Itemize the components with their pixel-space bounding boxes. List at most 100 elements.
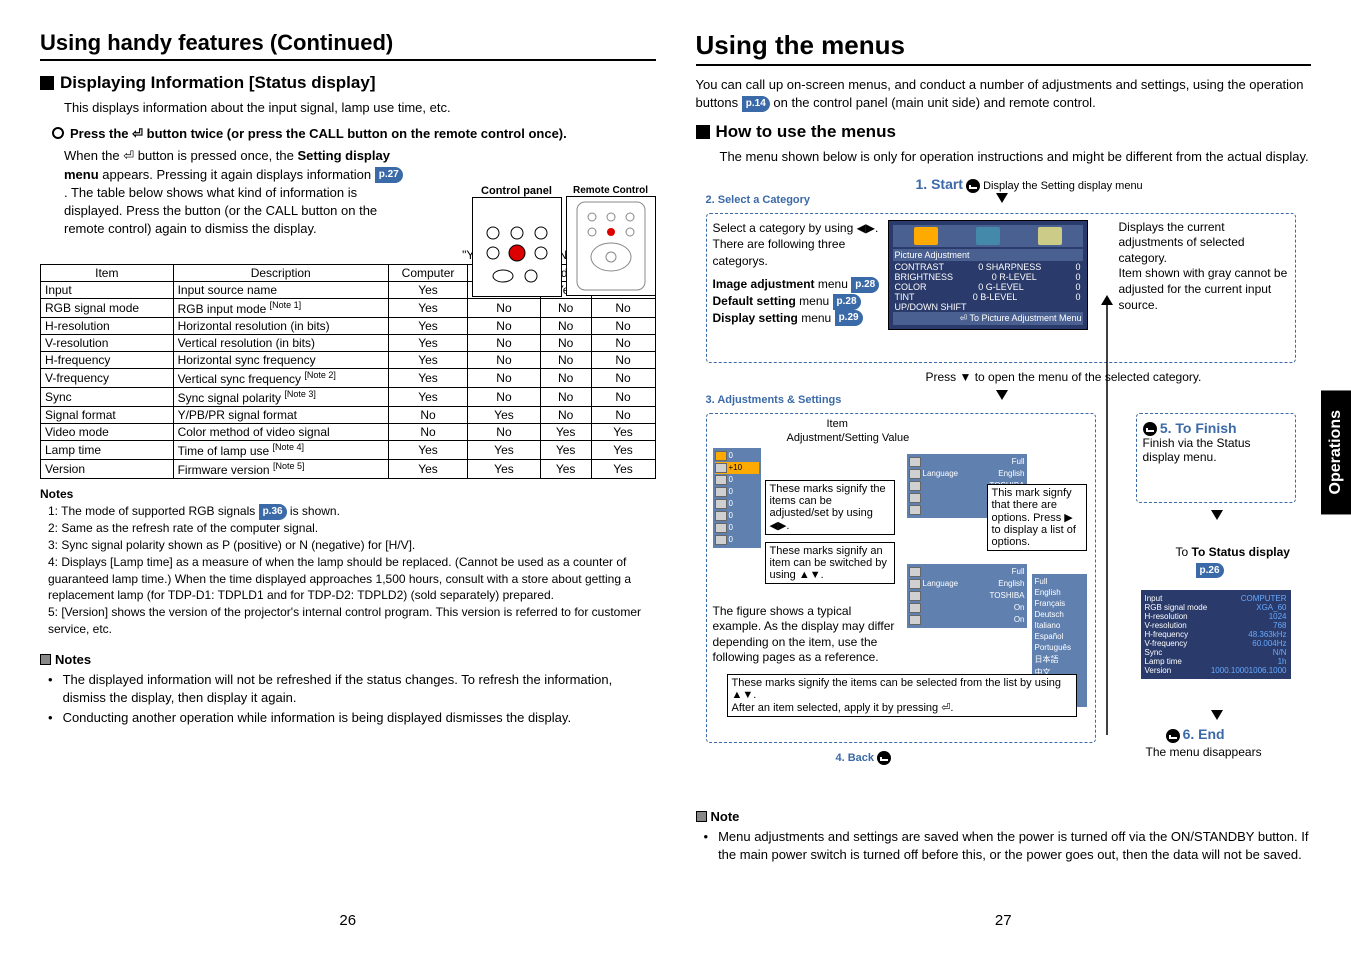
item-label: Item (827, 418, 848, 430)
table-cell: RGB input mode [Note 1] (173, 299, 388, 318)
table-cell: H-frequency (41, 352, 174, 369)
table-row: H-frequencyHorizontal sync frequencyYesN… (41, 352, 656, 369)
gray-item-text: Item shown with gray cannot be adjusted … (1119, 266, 1289, 313)
arrow-up-icon (1101, 295, 1113, 305)
table-cell: Yes (540, 460, 591, 479)
table-cell: No (591, 388, 655, 407)
step-2-label: 2. Select a Category (706, 193, 811, 207)
table-cell: No (540, 335, 591, 352)
press-open-text: Press ▼ to open the menu of the selected… (926, 370, 1202, 386)
gray-box-icon (40, 654, 51, 665)
table-cell: No (540, 318, 591, 335)
table-cell: Color method of video signal (173, 424, 388, 441)
table-cell: Input (41, 282, 174, 299)
table-cell: Yes (591, 460, 655, 479)
right-title: Using the menus (696, 30, 1312, 66)
table-cell: Yes (591, 441, 655, 460)
table-cell: RGB signal mode (41, 299, 174, 318)
table-cell: Time of lamp use [Note 4] (173, 441, 388, 460)
table-cell: Sync signal polarity [Note 3] (173, 388, 388, 407)
select-category-text: Select a category by using ◀▶. (713, 220, 888, 237)
option-row: Full (909, 456, 1025, 468)
page-ref-14: p.14 (742, 96, 770, 112)
page-ref-36: p.36 (259, 504, 287, 520)
page-ref-28a: p.28 (851, 277, 879, 293)
table-cell: V-resolution (41, 335, 174, 352)
vertical-line (1101, 305, 1113, 735)
subsection-heading: Displaying Information [Status display] (60, 73, 375, 93)
instruction-row: Press the ⏎ button twice (or press the C… (52, 125, 656, 143)
tab-icon-1 (914, 227, 938, 245)
marks-lr-text: These marks signify the items can be adj… (765, 480, 895, 535)
step-3-box: Item Adjustment/Setting Value 0 +10 0 0 … (706, 413, 1096, 743)
control-panel-icon (473, 198, 561, 296)
adj-value-label: Adjustment/Setting Value (787, 432, 910, 444)
table-cell: Yes (388, 335, 467, 352)
note-4: 4: Displays [Lamp time] as a measure of … (48, 554, 656, 604)
step-5-heading: 5. To Finish (1143, 420, 1289, 437)
option-row: On (909, 602, 1025, 614)
displays-current-text: Displays the current adjustments of sele… (1119, 220, 1289, 267)
control-panel-label: Control panel (472, 185, 562, 197)
table-cell: Yes (468, 407, 541, 424)
remote-label: Remote Control (566, 185, 656, 196)
table-row: V-frequencyVertical sync frequency [Note… (41, 369, 656, 388)
control-panel-diagrams: Control panel Remote Control (472, 185, 656, 297)
table-cell: No (540, 299, 591, 318)
notes2-item-1: The displayed information will not be re… (48, 671, 656, 707)
arrow-down-icon (1211, 510, 1223, 520)
table-cell: No (468, 424, 541, 441)
page-number-right: 27 (995, 912, 1012, 929)
menu-sim-title: Picture Adjustment (893, 249, 1083, 261)
table-cell: Video mode (41, 424, 174, 441)
table-cell: Yes (540, 424, 591, 441)
when-pressed-text: When the ⏎ button is pressed once, the S… (64, 147, 404, 238)
table-cell: Vertical sync frequency [Note 2] (173, 369, 388, 388)
note-text: Menu adjustments and settings are saved … (704, 828, 1312, 864)
menu-sim-row: COLOR0 G-LEVEL0 (893, 282, 1083, 292)
table-cell: No (591, 407, 655, 424)
table-header: Item (41, 265, 174, 282)
left-page: Using handy features (Continued) Display… (40, 30, 656, 934)
table-cell: No (540, 388, 591, 407)
notes-box-heading: Notes (40, 652, 656, 667)
status-sim-row: V-resolution768 (1145, 621, 1287, 630)
table-cell: Firmware version [Note 5] (173, 460, 388, 479)
lang-option: Français (1034, 598, 1085, 609)
table-cell: No (540, 352, 591, 369)
circle-bullet-icon (52, 127, 64, 139)
lang-option: English (1034, 587, 1085, 598)
step-1: 1. Start Display the Setting display men… (916, 175, 1143, 193)
menu-default: Default setting menu p.28 (713, 293, 888, 310)
left-title: Using handy features (Continued) (40, 30, 656, 61)
lang-option: Português (1034, 642, 1085, 653)
table-cell: No (540, 369, 591, 388)
status-sim-row: SyncN/N (1145, 648, 1287, 657)
enter-icon (1143, 422, 1157, 436)
table-cell: No (388, 424, 467, 441)
menu-sim-row: CONTRAST0 SHARPNESS0 (893, 262, 1083, 272)
page-ref-26-wrap: p.26 (1196, 563, 1224, 578)
lang-option: 日本語 (1034, 653, 1085, 666)
table-cell: No (468, 352, 541, 369)
page-number-left: 26 (339, 912, 356, 929)
option-row: LanguageEnglish (909, 578, 1025, 590)
option-row: LanguageEnglish (909, 468, 1025, 480)
options-text: This mark signfy that there are options.… (987, 484, 1087, 551)
menu-sim-tabs (893, 225, 1083, 247)
table-cell: Yes (388, 369, 467, 388)
notes-heading: Notes (40, 487, 656, 501)
table-cell: Lamp time (41, 441, 174, 460)
page-ref-29: p.29 (835, 310, 863, 326)
note-2: 2: Same as the refresh rate of the compu… (48, 520, 656, 537)
table-cell: Yes (388, 282, 467, 299)
table-cell: Yes (468, 460, 541, 479)
step-5-text: Finish via the Status display menu. (1143, 436, 1289, 464)
notes2-item-2: Conducting another operation while infor… (48, 709, 656, 727)
table-cell: Yes (540, 441, 591, 460)
enter-icon (1166, 729, 1180, 743)
table-row: Video modeColor method of video signalNo… (41, 424, 656, 441)
table-cell: Yes (468, 441, 541, 460)
status-sim-row: RGB signal modeXGA_60 (1145, 603, 1287, 612)
menu-sim-row: TINT0 B-LEVEL0 (893, 292, 1083, 302)
